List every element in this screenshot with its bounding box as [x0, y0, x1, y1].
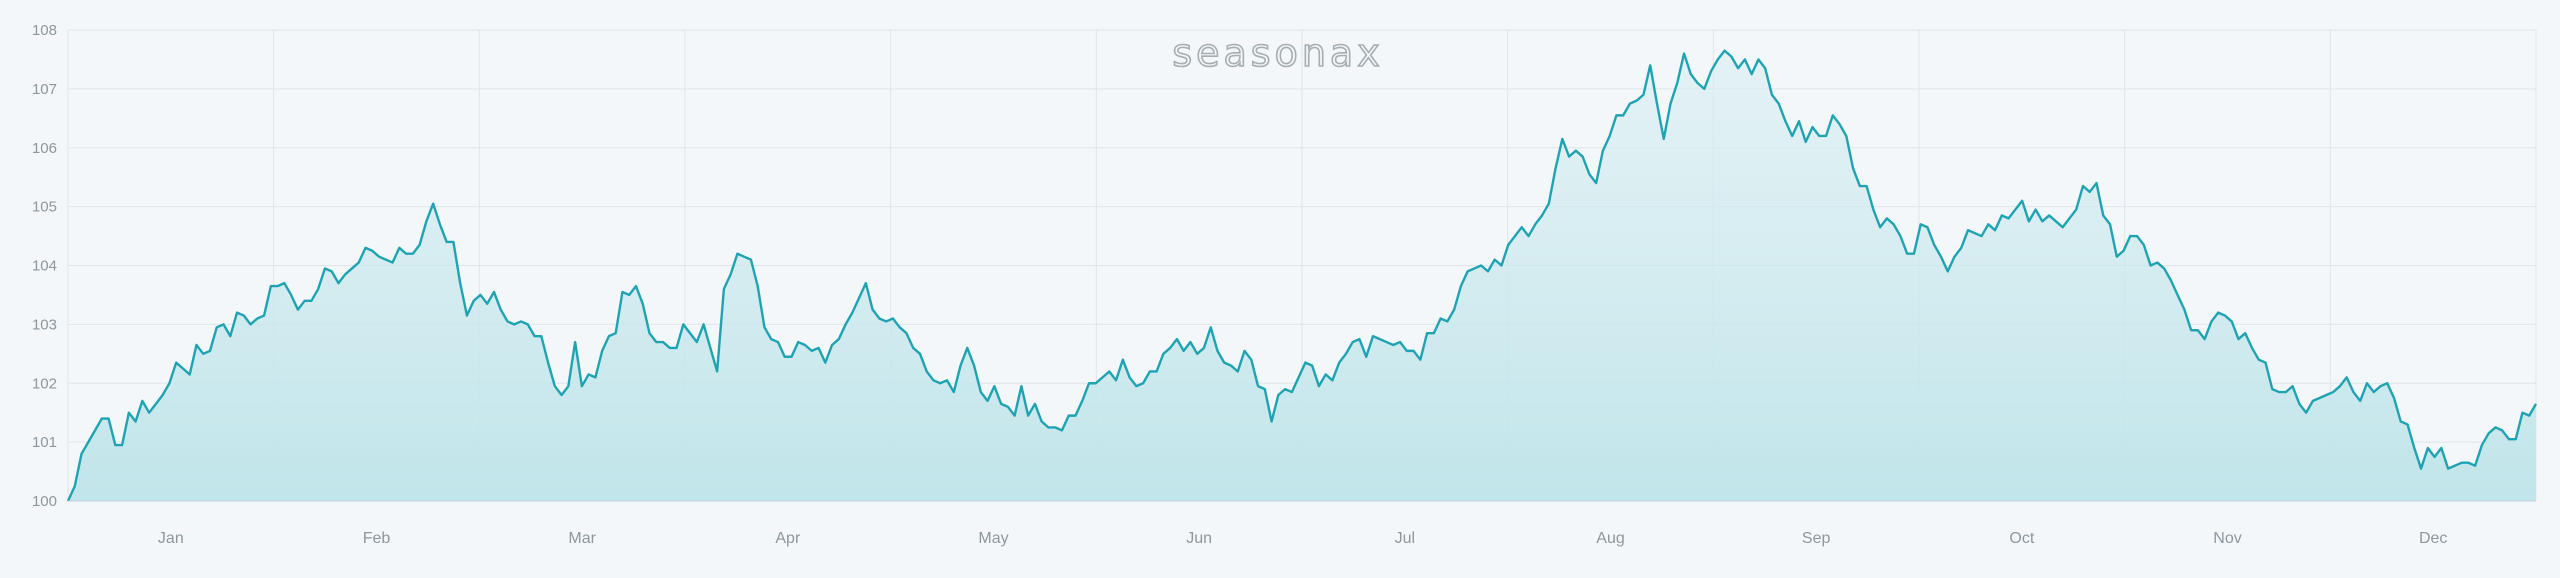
series-area-fill	[68, 50, 2536, 502]
x-tick-label: Apr	[775, 530, 801, 547]
x-tick-label: Mar	[568, 530, 596, 547]
y-axis: 100 101 102 103 104 105 106 107 108	[32, 22, 57, 510]
x-tick-label: Jan	[158, 530, 184, 547]
series-line	[66, 49, 2538, 502]
x-tick-label: Oct	[2009, 530, 2034, 547]
area-layer	[66, 49, 2538, 502]
y-tick-label: 108	[32, 22, 57, 39]
y-tick-label: 101	[32, 434, 57, 451]
x-tick-label: Aug	[1596, 530, 1624, 547]
y-tick-label: 103	[32, 316, 57, 333]
x-tick-label: Jul	[1395, 530, 1415, 547]
x-tick-label: Nov	[2213, 530, 2241, 547]
y-tick-label: 106	[32, 140, 57, 157]
y-tick-label: 105	[32, 199, 57, 216]
x-tick-label: Sep	[1802, 530, 1831, 547]
seasonax-watermark: seasonax	[1172, 31, 1383, 75]
y-tick-label: 104	[32, 258, 57, 275]
x-tick-label: Jun	[1186, 530, 1212, 547]
x-tick-label: May	[978, 530, 1008, 547]
y-tick-label: 107	[32, 81, 57, 98]
y-tick-label: 102	[32, 375, 57, 392]
y-tick-label: 100	[32, 493, 57, 510]
x-axis: Jan Feb Mar Apr May Jun Jul Aug Sep Oct Nov Dec	[68, 500, 2536, 547]
x-tick-label: Feb	[363, 530, 391, 547]
x-tick-label: Dec	[2419, 530, 2447, 547]
